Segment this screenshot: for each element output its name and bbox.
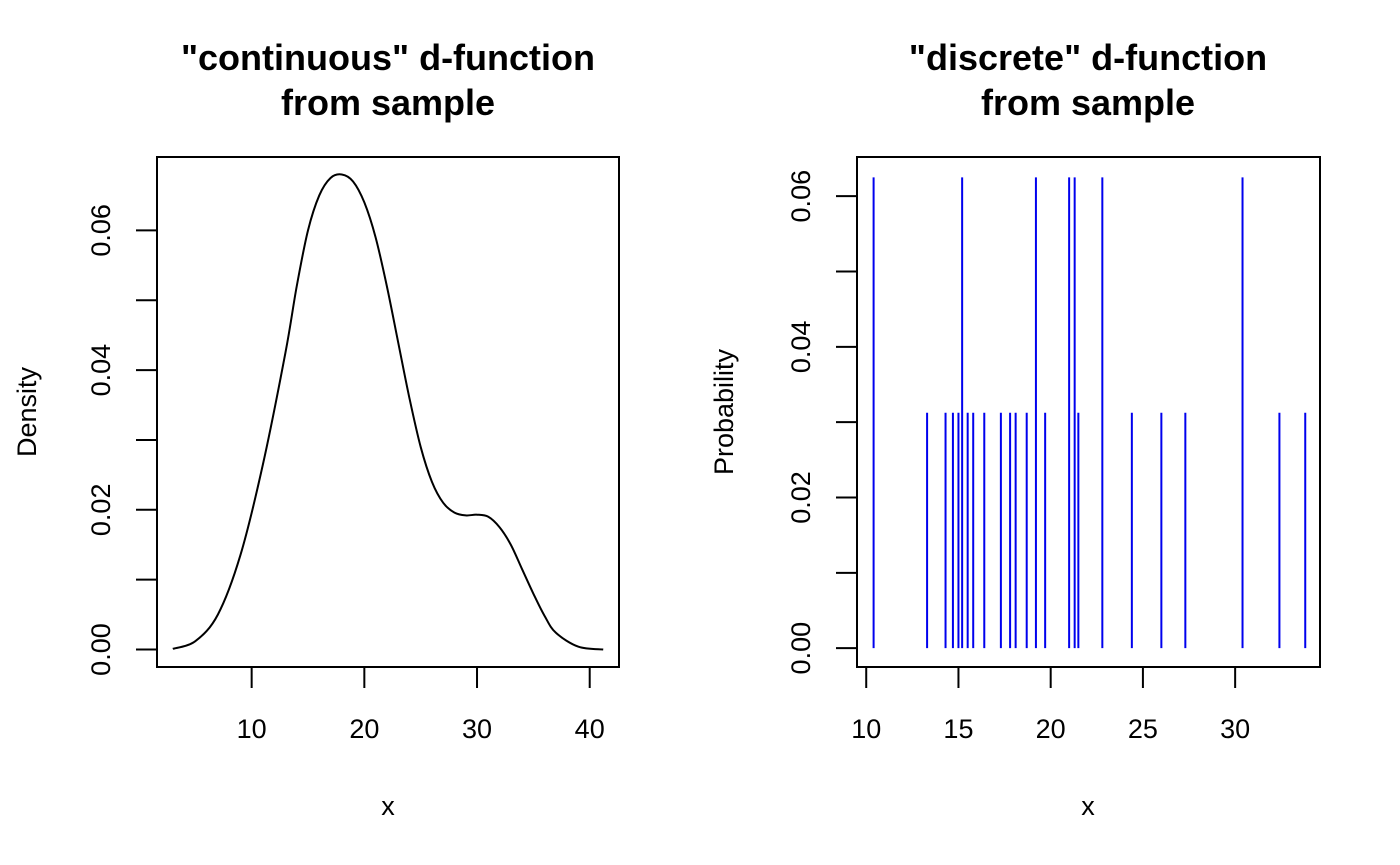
density-x-axis-label: x bbox=[381, 791, 395, 821]
density-panel: "continuous" d-function from sample x De… bbox=[12, 37, 620, 821]
probability-title-line1: "discrete" d-function bbox=[909, 37, 1267, 78]
probability-y-tick-label: 0.02 bbox=[786, 471, 816, 524]
density-plot-frame bbox=[156, 156, 620, 668]
probability-x-tick-label: 10 bbox=[851, 714, 881, 744]
density-x-tick-label: 20 bbox=[349, 714, 379, 744]
density-x-tick-label: 10 bbox=[237, 714, 267, 744]
density-axes: 10 20 30 40 0.00 0.02 0.04 0.06 bbox=[86, 204, 605, 744]
density-y-tick-label: 0.00 bbox=[86, 623, 116, 676]
probability-y-tick-label: 0.06 bbox=[786, 170, 816, 223]
density-y-tick-label: 0.02 bbox=[86, 484, 116, 537]
probability-x-axis-label: x bbox=[1081, 791, 1095, 821]
probability-x-tick-label: 20 bbox=[1036, 714, 1066, 744]
density-x-tick-label: 40 bbox=[575, 714, 605, 744]
density-x-tick-label: 30 bbox=[462, 714, 492, 744]
probability-title-line2: from sample bbox=[981, 82, 1195, 123]
density-y-axis-label: Density bbox=[12, 366, 42, 457]
density-curve bbox=[172, 173, 604, 651]
probability-x-tick-label: 25 bbox=[1128, 714, 1158, 744]
probability-y-axis-label: Probability bbox=[709, 348, 739, 475]
probability-panel: "discrete" d-function from sample x Prob… bbox=[709, 37, 1321, 821]
density-curve-group bbox=[172, 173, 604, 651]
density-title-line2: from sample bbox=[281, 82, 495, 123]
probability-y-tick-label: 0.04 bbox=[786, 321, 816, 374]
probability-y-tick-label: 0.00 bbox=[786, 622, 816, 675]
probability-x-tick-label: 30 bbox=[1220, 714, 1250, 744]
probability-spikes-group bbox=[872, 177, 1307, 649]
probability-x-tick-label: 15 bbox=[943, 714, 973, 744]
density-y-tick-label: 0.06 bbox=[86, 204, 116, 257]
probability-axes: 10 15 20 25 30 0.00 0.02 0.04 0.06 bbox=[786, 170, 1250, 744]
density-y-tick-label: 0.04 bbox=[86, 344, 116, 397]
density-title-line1: "continuous" d-function bbox=[181, 37, 595, 78]
